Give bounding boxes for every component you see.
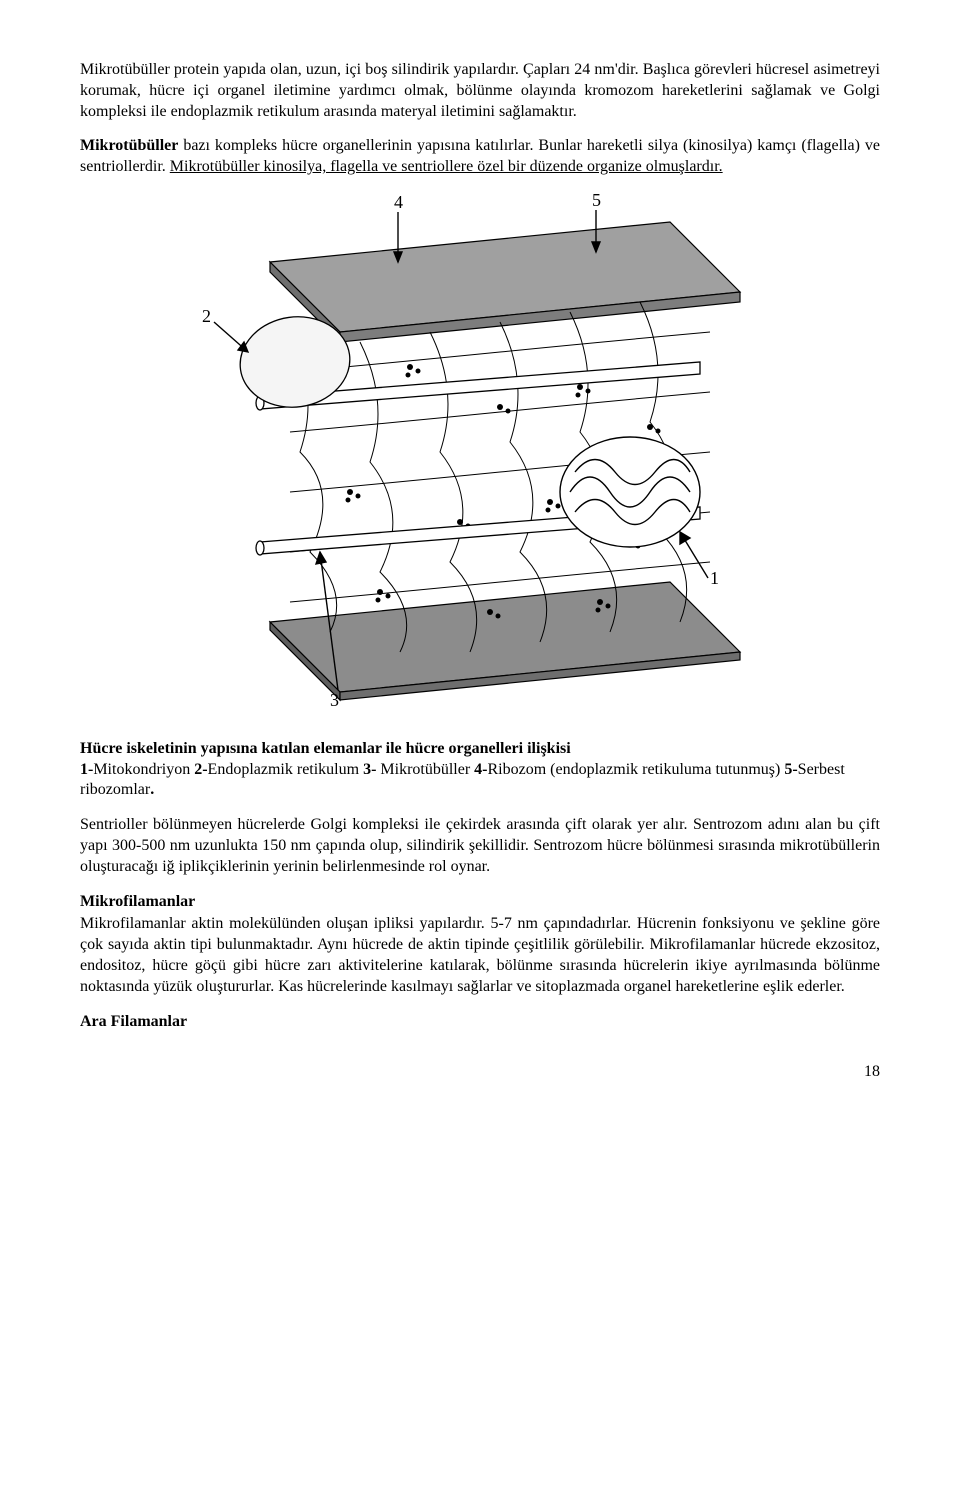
fig-label-5: 5 (592, 192, 601, 210)
cap-3a: 3- (363, 761, 380, 778)
figure-container: 4 5 2 3 1 (80, 192, 880, 719)
caption-title: Hücre iskeletinin yapısına katılan elema… (80, 740, 571, 757)
paragraph-4: Mikrofilamanlar aktin molekülünden oluşa… (80, 914, 880, 997)
cap-1b: Mitokondriyon (93, 761, 194, 778)
page-number: 18 (80, 1062, 880, 1083)
heading-ara-filamanlar: Ara Filamanlar (80, 1012, 880, 1033)
cap-4a: 4- (474, 761, 487, 778)
cap-2b: Endoplazmik retikulum (208, 761, 364, 778)
paragraph-1: Mikrotübüller protein yapıda olan, uzun,… (80, 60, 880, 122)
cap-5a: 5- (784, 761, 797, 778)
cap-dot: . (150, 781, 154, 798)
para2-lead: Mikrotübüller (80, 137, 178, 154)
cap-2a: 2- (194, 761, 207, 778)
fig-label-2: 2 (202, 306, 211, 326)
figure-caption: Hücre iskeletinin yapısına katılan elema… (80, 739, 880, 801)
heading-mikrofilamanlar: Mikrofilamanlar (80, 892, 880, 913)
cytoskeleton-diagram: 4 5 2 3 1 (200, 192, 760, 712)
cap-4b: Ribozom (endoplazmik retikuluma tutunmuş… (488, 761, 785, 778)
cap-3b: Mikrotübüller (380, 761, 474, 778)
cap-1a: 1- (80, 761, 93, 778)
fig-label-4: 4 (394, 192, 403, 212)
fig-label-3: 3 (330, 690, 339, 710)
fig-label-1: 1 (710, 568, 719, 588)
paragraph-2: Mikrotübüller bazı kompleks hücre organe… (80, 136, 880, 178)
para2-underline: Mikrotübüller kinosilya, flagella ve sen… (170, 158, 723, 175)
paragraph-3: Sentrioller bölünmeyen hücrelerde Golgi … (80, 815, 880, 877)
